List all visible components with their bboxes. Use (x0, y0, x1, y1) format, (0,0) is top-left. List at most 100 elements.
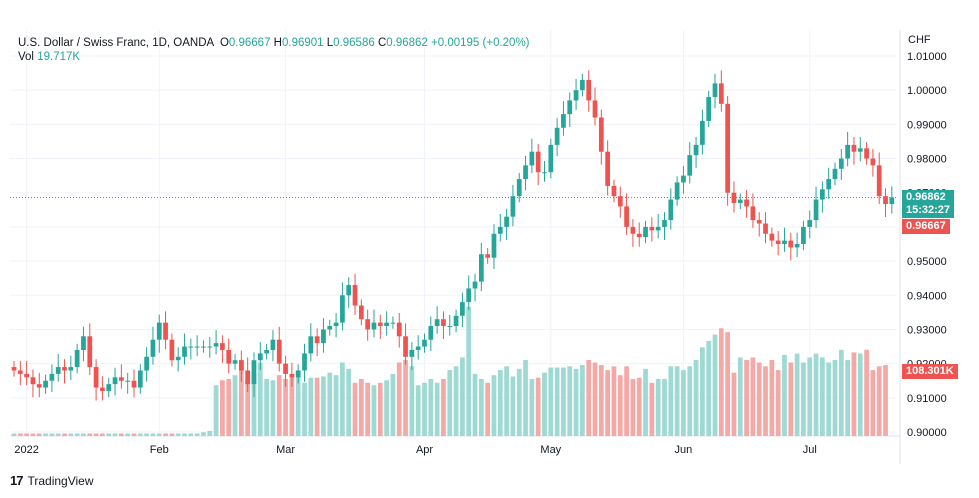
volume-bar (485, 382, 491, 436)
candle-body (30, 377, 36, 385)
volume-bar (472, 373, 478, 436)
volume-bar (737, 357, 743, 436)
volume-bar (238, 359, 244, 436)
candle-body (718, 83, 724, 104)
ohlc-legend: U.S. Dollar / Swiss Franc, 1D, OANDA O0.… (18, 35, 530, 51)
candle-body (182, 346, 187, 357)
volume-bar (403, 359, 408, 436)
y-tick-label: 0.98000 (907, 154, 947, 166)
candle-body (794, 244, 800, 248)
candle-body (649, 226, 655, 231)
candle-body (226, 349, 232, 364)
candle-body (876, 165, 882, 197)
countdown: 15:32:27 (906, 204, 951, 217)
candle-body (491, 233, 497, 258)
volume-bar (43, 433, 48, 436)
y-tick-label: 0.93000 (907, 324, 947, 336)
volume-bar (74, 433, 80, 436)
volume-bar (478, 378, 484, 436)
candle-body (763, 223, 768, 234)
volume-bar (333, 375, 339, 436)
candle-body (472, 281, 478, 289)
candle-body (801, 226, 806, 244)
y-tick-label: 1.00000 (907, 85, 947, 97)
volume-bar (870, 370, 876, 436)
candle-body (769, 233, 775, 241)
volume-bar (769, 359, 775, 436)
volume-bar (674, 366, 680, 436)
candle-body (611, 185, 617, 197)
volume-bar (712, 334, 718, 436)
y-tick-label: 0.94000 (907, 290, 947, 302)
volume-bar (112, 433, 118, 436)
candle-body (561, 114, 566, 128)
candle-body (384, 322, 389, 327)
candle-body (194, 346, 200, 348)
volume-bar (188, 433, 194, 436)
candle-body (352, 285, 358, 306)
candle-body (276, 339, 282, 364)
volume-bar (700, 347, 705, 436)
high-value: 0.96901 (281, 37, 324, 49)
close-label: C (377, 37, 387, 49)
candle-body (851, 144, 857, 152)
volume-bar (813, 353, 819, 436)
volume-bar (365, 382, 371, 436)
candle-body (396, 322, 402, 337)
candle-body (270, 339, 276, 350)
candle-body (636, 233, 642, 238)
volume-label: Vol (18, 51, 34, 63)
candle-body (775, 240, 781, 244)
x-tick-label: 2022 (14, 444, 38, 456)
candle-body (403, 336, 408, 357)
volume-bar (820, 357, 825, 436)
volume-bar (624, 366, 629, 436)
candle-body (592, 100, 598, 118)
candle-body (434, 319, 440, 327)
volume-bar (377, 382, 383, 436)
change-value: +0.00195 (+0.20%) (431, 37, 530, 49)
candle-body (131, 380, 137, 388)
volume-bar (788, 362, 794, 436)
tradingview-logo[interactable]: 17 TradingView (10, 473, 94, 488)
volume-bar (163, 433, 168, 436)
volume-bar (441, 378, 446, 436)
volume-bar (340, 362, 345, 436)
tradingview-logo-icon: 17 (10, 473, 24, 488)
volume-bar (466, 306, 472, 436)
candle-body (706, 97, 712, 121)
volume-bar (561, 367, 566, 436)
candle-body (333, 322, 339, 327)
candle-body (624, 206, 629, 227)
candle-body (232, 360, 238, 364)
volume-value: 19.717K (37, 51, 81, 63)
volume-bar (194, 433, 200, 436)
volume-bar (883, 365, 888, 436)
volume-bar (36, 433, 42, 436)
volume-bar (706, 340, 712, 436)
candle-body (144, 356, 149, 371)
candle-body (674, 182, 680, 200)
candle-body (415, 346, 421, 350)
candle-body (74, 349, 80, 368)
volume-bar (396, 362, 402, 436)
x-tick-label: Feb (150, 444, 169, 456)
candle-body (870, 158, 876, 166)
candle-body (207, 346, 213, 348)
candle-body (788, 240, 794, 248)
volume-bar (150, 433, 156, 436)
symbol-title: U.S. Dollar / Swiss Franc, 1D, OANDA (18, 37, 214, 49)
last-price: 0.96862 (906, 191, 946, 204)
volume-bar (523, 359, 528, 436)
candle-body (175, 356, 181, 361)
volume-bar (826, 362, 832, 436)
volume-bar (668, 366, 674, 436)
candle-body (213, 343, 219, 347)
volume-bar (598, 365, 604, 436)
candle-body (24, 373, 29, 378)
volume-bar (491, 375, 497, 436)
candle-body (43, 380, 48, 388)
candle-body (169, 339, 175, 361)
candle-body (542, 172, 547, 174)
